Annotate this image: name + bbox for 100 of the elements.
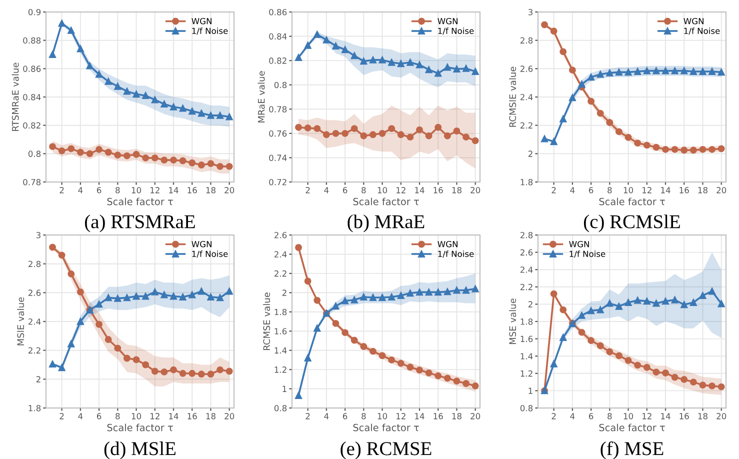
x-tick-label: 16	[680, 413, 689, 420]
x-tick-label: 8	[608, 187, 612, 194]
x-tick-label: 12	[396, 413, 406, 420]
x-tick-label: 18	[698, 413, 708, 420]
text: (c) RCMSlE	[584, 214, 680, 232]
x-tick-label: 14	[661, 413, 670, 420]
y-tick-label: 0.84	[269, 33, 287, 40]
y-tick-label: 2.8	[520, 37, 533, 44]
y-tick-label: 0.8	[28, 150, 41, 157]
y-axis-title: RCMSE value	[263, 292, 270, 350]
legend-label: WGN	[569, 240, 589, 248]
x-tick-label: 6	[588, 187, 594, 194]
x-tick-label: 4	[570, 413, 575, 420]
y-tick-label: 0.78	[23, 178, 41, 186]
text: (e) RCMSE	[340, 442, 432, 459]
x-tick-label: 14	[415, 413, 424, 420]
x-tick-label: 14	[169, 187, 178, 194]
x-tick-label: 12	[396, 187, 406, 194]
x-tick-label: 18	[206, 413, 216, 420]
x-tick-label: 2	[60, 413, 64, 420]
y-tick-label: 2.2	[520, 122, 532, 128]
y-tick-label: 2.2	[520, 284, 532, 290]
x-axis-title: Scale factor τ	[353, 198, 419, 206]
x-tick-label: 20	[716, 187, 726, 194]
y-tick-label: 0.76	[269, 130, 287, 137]
text: (f) MSE	[600, 441, 664, 459]
y-tick-label: 1.2	[520, 370, 532, 377]
y-tick-label: 0.82	[23, 122, 40, 129]
y-axis-title: RCMSlE value	[509, 66, 516, 127]
y-tick-label: 2	[36, 376, 40, 382]
x-tick-label: 16	[188, 413, 197, 420]
y-tick-label: 1.8	[28, 404, 41, 412]
x-tick-label: 4	[78, 413, 83, 420]
x-tick-label: 18	[206, 187, 216, 194]
x-tick-label: 12	[642, 187, 652, 194]
x-tick-label: 2	[552, 413, 556, 420]
y-tick-label: 0.86	[269, 8, 287, 16]
x-tick-label: 8	[116, 413, 120, 420]
x-axis-title: Scale factor τ	[107, 198, 173, 206]
y-tick-label: 2.4	[520, 266, 533, 273]
x-tick-label: 6	[588, 413, 594, 420]
y-tick-label: 2.8	[520, 232, 533, 238]
x-tick-label: 10	[378, 187, 388, 194]
legend-label: 1/f Noise	[192, 250, 228, 258]
y-tick-label: 2.6	[28, 290, 41, 296]
text: (a) RTSMRaE	[85, 214, 195, 232]
y-tick-label: 2.6	[520, 66, 533, 72]
y-tick-label: 0.74	[269, 154, 287, 161]
y-tick-label: 2.2	[274, 270, 286, 277]
x-tick-label: 4	[324, 187, 329, 194]
y-tick-label: 0.8	[274, 82, 287, 88]
x-tick-label: 16	[434, 413, 443, 420]
y-tick-label: 1	[528, 388, 532, 394]
x-tick-label: 20	[224, 187, 234, 194]
x-tick-label: 20	[716, 413, 726, 420]
y-tick-label: 1.2	[274, 366, 286, 373]
y-tick-label: 0.8	[274, 404, 287, 412]
legend-label: 1/f Noise	[570, 250, 606, 258]
y-tick-label: 2.4	[274, 251, 287, 258]
x-axis-title: Scale factor τ	[599, 198, 665, 206]
x-tick-label: 6	[342, 413, 348, 420]
x-tick-label: 12	[150, 187, 160, 194]
legend-label: WGN	[684, 18, 704, 24]
legend-label: 1/f Noise	[438, 28, 474, 35]
y-tick-label: 1.4	[274, 347, 287, 354]
y-tick-label: 2.8	[28, 260, 41, 268]
x-tick-label: 10	[378, 413, 388, 420]
x-tick-label: 18	[698, 187, 708, 194]
y-axis-title: MSlE value	[17, 297, 24, 346]
legend-label: WGN	[192, 240, 212, 248]
x-tick-label: 10	[624, 413, 634, 420]
legend-label: WGN	[438, 18, 458, 24]
y-tick-label: 2.6	[274, 232, 287, 238]
y-tick-label: 2.4	[28, 318, 41, 325]
x-tick-label: 16	[680, 187, 689, 194]
y-tick-label: 0.86	[23, 66, 41, 72]
x-axis-title: Scale factor τ	[353, 424, 419, 432]
x-tick-label: 12	[150, 413, 160, 420]
x-tick-label: 14	[661, 187, 670, 194]
x-tick-label: 8	[608, 413, 612, 420]
y-tick-label: 2	[282, 290, 286, 296]
y-tick-label: 1.6	[274, 328, 287, 334]
x-tick-label: 4	[324, 413, 329, 420]
y-tick-label: 1.8	[520, 178, 533, 186]
x-axis-title: Scale factor τ	[107, 424, 173, 432]
y-axis-title: MSE value	[509, 298, 516, 344]
y-tick-label: 3	[36, 232, 40, 238]
y-tick-label: 2.2	[28, 347, 40, 354]
y-tick-label: 0.78	[269, 106, 287, 112]
x-tick-label: 8	[362, 187, 366, 194]
y-tick-label: 1	[282, 386, 286, 392]
x-tick-label: 10	[132, 187, 142, 194]
x-tick-label: 2	[60, 187, 64, 194]
legend-label: 1/f Noise	[684, 28, 720, 35]
text: (b) MRaE	[348, 214, 424, 232]
x-tick-label: 10	[624, 187, 634, 194]
x-tick-label: 20	[224, 413, 234, 420]
legend-label: 1/f Noise	[438, 250, 474, 258]
x-tick-label: 6	[96, 187, 102, 194]
x-tick-label: 18	[452, 187, 462, 194]
